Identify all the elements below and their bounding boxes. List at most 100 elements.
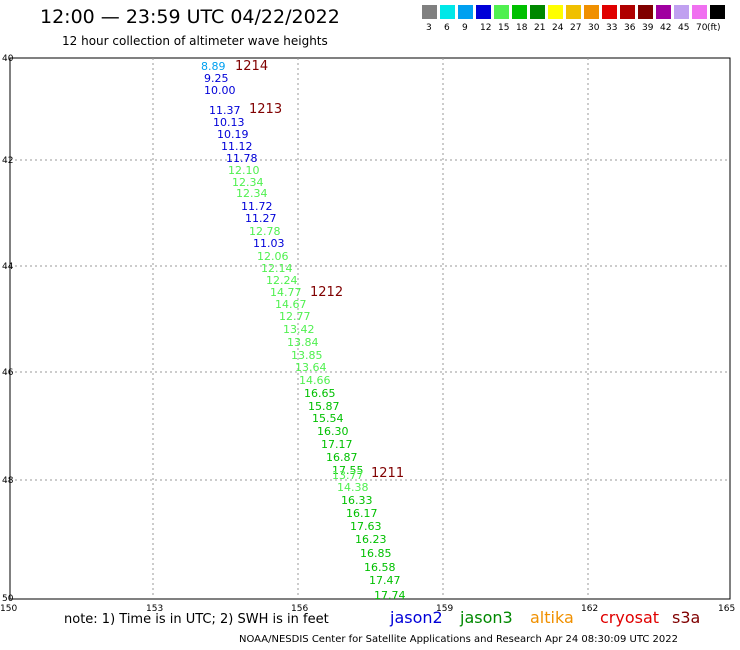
legend-label: 42 (660, 23, 672, 33)
legend-label: 15 (498, 23, 510, 33)
wave-height-value: 12.06 (257, 250, 289, 263)
legend-swatch (458, 5, 473, 19)
legend-swatch (512, 5, 527, 19)
legend-label: 21 (534, 23, 546, 33)
pass-time-label: 1213 (249, 102, 283, 117)
legend-swatch (584, 5, 599, 19)
satellite-label-s3a: s3a (672, 608, 701, 627)
wave-height-value: 16.58 (364, 561, 396, 574)
wave-height-value: 12.24 (266, 274, 298, 287)
wave-height-value: 16.85 (360, 547, 392, 560)
wave-height-value: 16.87 (326, 451, 358, 464)
satellite-label-cryosat: cryosat (600, 608, 660, 627)
legend-swatch (476, 5, 491, 19)
footer-credit: NOAA/NESDIS Center for Satellite Applica… (239, 634, 678, 645)
wave-height-value: 17.74 (374, 589, 406, 602)
lat-tick-label: 50 (2, 594, 14, 604)
wave-height-value: 16.30 (317, 425, 349, 438)
legend-swatch (422, 5, 437, 19)
wave-height-value: 13.84 (287, 336, 319, 349)
lat-tick-label: 40 (2, 54, 14, 64)
lon-tick-label: 165 (718, 604, 735, 614)
legend-swatch (530, 5, 545, 19)
map-frame (9, 57, 731, 600)
wave-height-value: 13.42 (283, 323, 315, 336)
wave-height-value: 12.34 (232, 176, 264, 189)
legend-label: 12 (480, 23, 492, 33)
satellite-label-jason3: jason3 (460, 608, 513, 627)
pass-time-label: 1211 (371, 466, 405, 481)
legend-swatch (548, 5, 563, 19)
lon-tick-label: 156 (291, 604, 308, 614)
legend-swatch (602, 5, 617, 19)
wave-height-value: 11.27 (245, 212, 277, 225)
wave-height-value: 8.89 (201, 60, 226, 73)
satellite-label-altika: altika (530, 608, 574, 627)
legend-label: 30 (588, 23, 600, 33)
map-title: 12:00 — 23:59 UTC 04/22/2022 (40, 6, 340, 28)
wave-height-value: 17.17 (321, 438, 353, 451)
pass-time-label: 1214 (235, 59, 269, 74)
lat-tick-label: 44 (2, 262, 14, 272)
wave-height-value: 13.85 (291, 349, 323, 362)
wave-height-value: 12.10 (228, 164, 260, 177)
wave-height-value: 9.25 (204, 72, 229, 85)
wave-height-value: 14.67 (275, 298, 307, 311)
legend-label: 33 (606, 23, 618, 33)
satellite-label-jason2: jason2 (390, 608, 443, 627)
legend-swatch (494, 5, 509, 19)
wave-height-value: 11.37 (209, 104, 241, 117)
legend-label: 27 (570, 23, 582, 33)
legend-label: 18 (516, 23, 528, 33)
legend-label: 24 (552, 23, 564, 33)
lat-tick-label: 48 (2, 476, 14, 486)
legend-unit: (ft) (707, 23, 721, 33)
wave-height-value: 10.19 (217, 128, 249, 141)
legend-swatch (674, 5, 689, 19)
legend-label: 39 (642, 23, 654, 33)
legend-label: 3 (426, 23, 432, 33)
wave-height-value: 11.72 (241, 200, 273, 213)
wave-height-value: 16.23 (355, 533, 387, 546)
wave-height-value: 14.38 (337, 481, 369, 494)
wave-height-value: 12.14 (261, 262, 293, 275)
wave-height-value: 12.78 (249, 225, 281, 238)
pass-time-label: 1212 (310, 285, 344, 300)
wave-height-value: 13.77 (332, 469, 364, 482)
wave-height-value: 15.87 (308, 400, 340, 413)
lat-tick-label: 46 (2, 368, 14, 378)
legend-swatch (440, 5, 455, 19)
map-gridlines (10, 58, 730, 598)
legend-label: 9 (462, 23, 468, 33)
wave-height-value: 10.00 (204, 84, 236, 97)
wave-height-value: 10.13 (213, 116, 245, 129)
wave-height-value: 16.33 (341, 494, 373, 507)
wave-height-value: 14.77 (270, 286, 302, 299)
legend-swatch (620, 5, 635, 19)
lat-tick-label: 42 (2, 156, 13, 166)
wave-height-value: 17.55 (332, 464, 364, 477)
wave-height-value: 13.64 (295, 361, 327, 374)
wave-height-value: 17.47 (369, 574, 401, 587)
legend-label: 6 (444, 23, 450, 33)
legend-label: 70 (696, 23, 708, 33)
legend-swatch (710, 5, 725, 19)
lon-tick-label: 159 (436, 604, 453, 614)
map-subtitle: 12 hour collection of altimeter wave hei… (62, 34, 328, 48)
wave-height-value: 15.54 (312, 412, 344, 425)
wave-height-value: 12.34 (236, 187, 268, 200)
legend-label: 36 (624, 23, 636, 33)
lon-tick-label: 153 (146, 604, 163, 614)
wave-height-value: 11.78 (226, 152, 258, 165)
legend-swatch (692, 5, 707, 19)
wave-height-value: 11.12 (221, 140, 253, 153)
legend-swatch (566, 5, 581, 19)
lon-tick-label: 150 (0, 604, 17, 614)
legend-label: 45 (678, 23, 690, 33)
legend-swatch (638, 5, 653, 19)
legend-swatch (656, 5, 671, 19)
wave-height-value: 11.03 (253, 237, 285, 250)
wave-height-value: 16.65 (304, 387, 336, 400)
